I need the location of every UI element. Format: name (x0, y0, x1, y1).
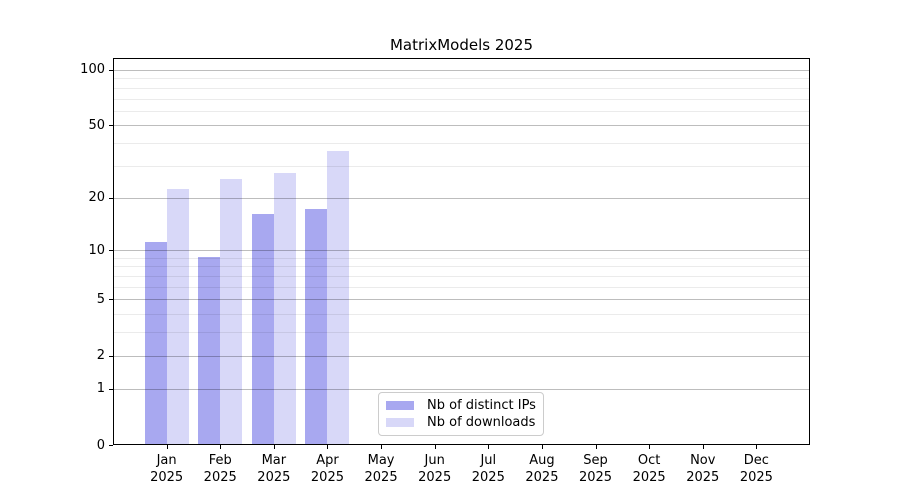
gridline-major-2 (114, 355, 809, 357)
bar-mar-distinct-ips (251, 213, 274, 444)
gridline-minor-8 (114, 266, 809, 268)
gridline-minor-80 (114, 87, 809, 89)
x-tick-label-nov: Nov 2025 (686, 453, 720, 485)
x-tick-jan (167, 445, 168, 449)
y-tick-label-1: 1 (96, 381, 105, 397)
bar-jan-downloads (166, 189, 189, 444)
y-tick-label-50: 50 (88, 117, 105, 133)
y-tick-label-20: 20 (88, 190, 105, 206)
gridline-major-1 (114, 388, 809, 390)
x-tick-label-jan: Jan 2025 (150, 453, 184, 485)
gridline-major-5 (114, 299, 809, 301)
y-tick-5 (109, 299, 113, 300)
x-tick-label-feb: Feb 2025 (203, 453, 237, 485)
gridline-minor-40 (114, 143, 809, 145)
bar-apr-downloads (327, 150, 350, 444)
x-tick-sep (596, 445, 597, 449)
legend: Nb of distinct IPs Nb of downloads (378, 392, 544, 436)
x-tick-dec (756, 445, 757, 449)
x-tick-oct (649, 445, 650, 449)
legend-item-downloads: Nb of downloads (386, 415, 536, 430)
plot-area (113, 58, 810, 445)
gridline-major-100 (114, 69, 809, 71)
x-tick-nov (703, 445, 704, 449)
gridline-minor-60 (114, 110, 809, 112)
gridline-minor-9 (114, 257, 809, 259)
y-tick-label-2: 2 (96, 348, 105, 364)
x-tick-label-apr: Apr 2025 (310, 453, 344, 485)
x-tick-mar (274, 445, 275, 449)
y-tick-50 (109, 125, 113, 126)
gridline-minor-30 (114, 165, 809, 167)
chart-title: MatrixModels 2025 (389, 36, 534, 54)
y-tick-100 (109, 70, 113, 71)
gridline-minor-70 (114, 98, 809, 100)
x-tick-label-sep: Sep 2025 (578, 453, 613, 485)
y-tick-0 (109, 445, 113, 446)
x-tick-label-mar: Mar 2025 (257, 453, 291, 485)
x-tick-apr (327, 445, 328, 449)
legend-item-distinct-ips: Nb of distinct IPs (386, 398, 536, 413)
y-tick-2 (109, 356, 113, 357)
gridline-minor-90 (114, 78, 809, 80)
bar-mar-downloads (273, 173, 296, 444)
gridline-minor-3 (114, 332, 809, 334)
x-tick-feb (220, 445, 221, 449)
x-tick-label-oct: Oct 2025 (632, 453, 666, 485)
x-tick-label-dec: Dec 2025 (739, 453, 773, 485)
y-tick-10 (109, 250, 113, 251)
y-tick-label-100: 100 (80, 62, 105, 78)
y-tick-label-0: 0 (96, 437, 105, 453)
bar-jan-distinct-ips (144, 242, 167, 444)
legend-swatch-distinct-ips (386, 400, 414, 410)
x-tick-label-jul: Jul 2025 (471, 453, 505, 485)
bar-feb-distinct-ips (198, 256, 221, 444)
legend-swatch-downloads (386, 418, 414, 428)
x-tick-label-aug: Aug 2025 (525, 453, 559, 485)
legend-label-distinct-ips: Nb of distinct IPs (427, 397, 536, 413)
x-tick-jun (435, 445, 436, 449)
x-tick-label-may: May 2025 (364, 453, 398, 485)
gridline-minor-7 (114, 276, 809, 277)
gridline-major-50 (114, 125, 809, 127)
x-tick-label-jun: Jun 2025 (418, 453, 452, 485)
gridline-minor-6 (114, 286, 809, 288)
bar-feb-downloads (220, 179, 243, 444)
y-tick-label-10: 10 (88, 242, 105, 258)
y-tick-label-5: 5 (96, 291, 105, 307)
gridline-major-10 (114, 250, 809, 252)
x-tick-aug (542, 445, 543, 449)
y-tick-20 (109, 198, 113, 199)
legend-label-downloads: Nb of downloads (427, 415, 536, 431)
x-tick-jul (488, 445, 489, 449)
gridline-minor-4 (114, 314, 809, 316)
bar-apr-distinct-ips (305, 209, 328, 444)
y-tick-1 (109, 389, 113, 390)
x-tick-may (381, 445, 382, 449)
gridline-major-20 (114, 197, 809, 199)
